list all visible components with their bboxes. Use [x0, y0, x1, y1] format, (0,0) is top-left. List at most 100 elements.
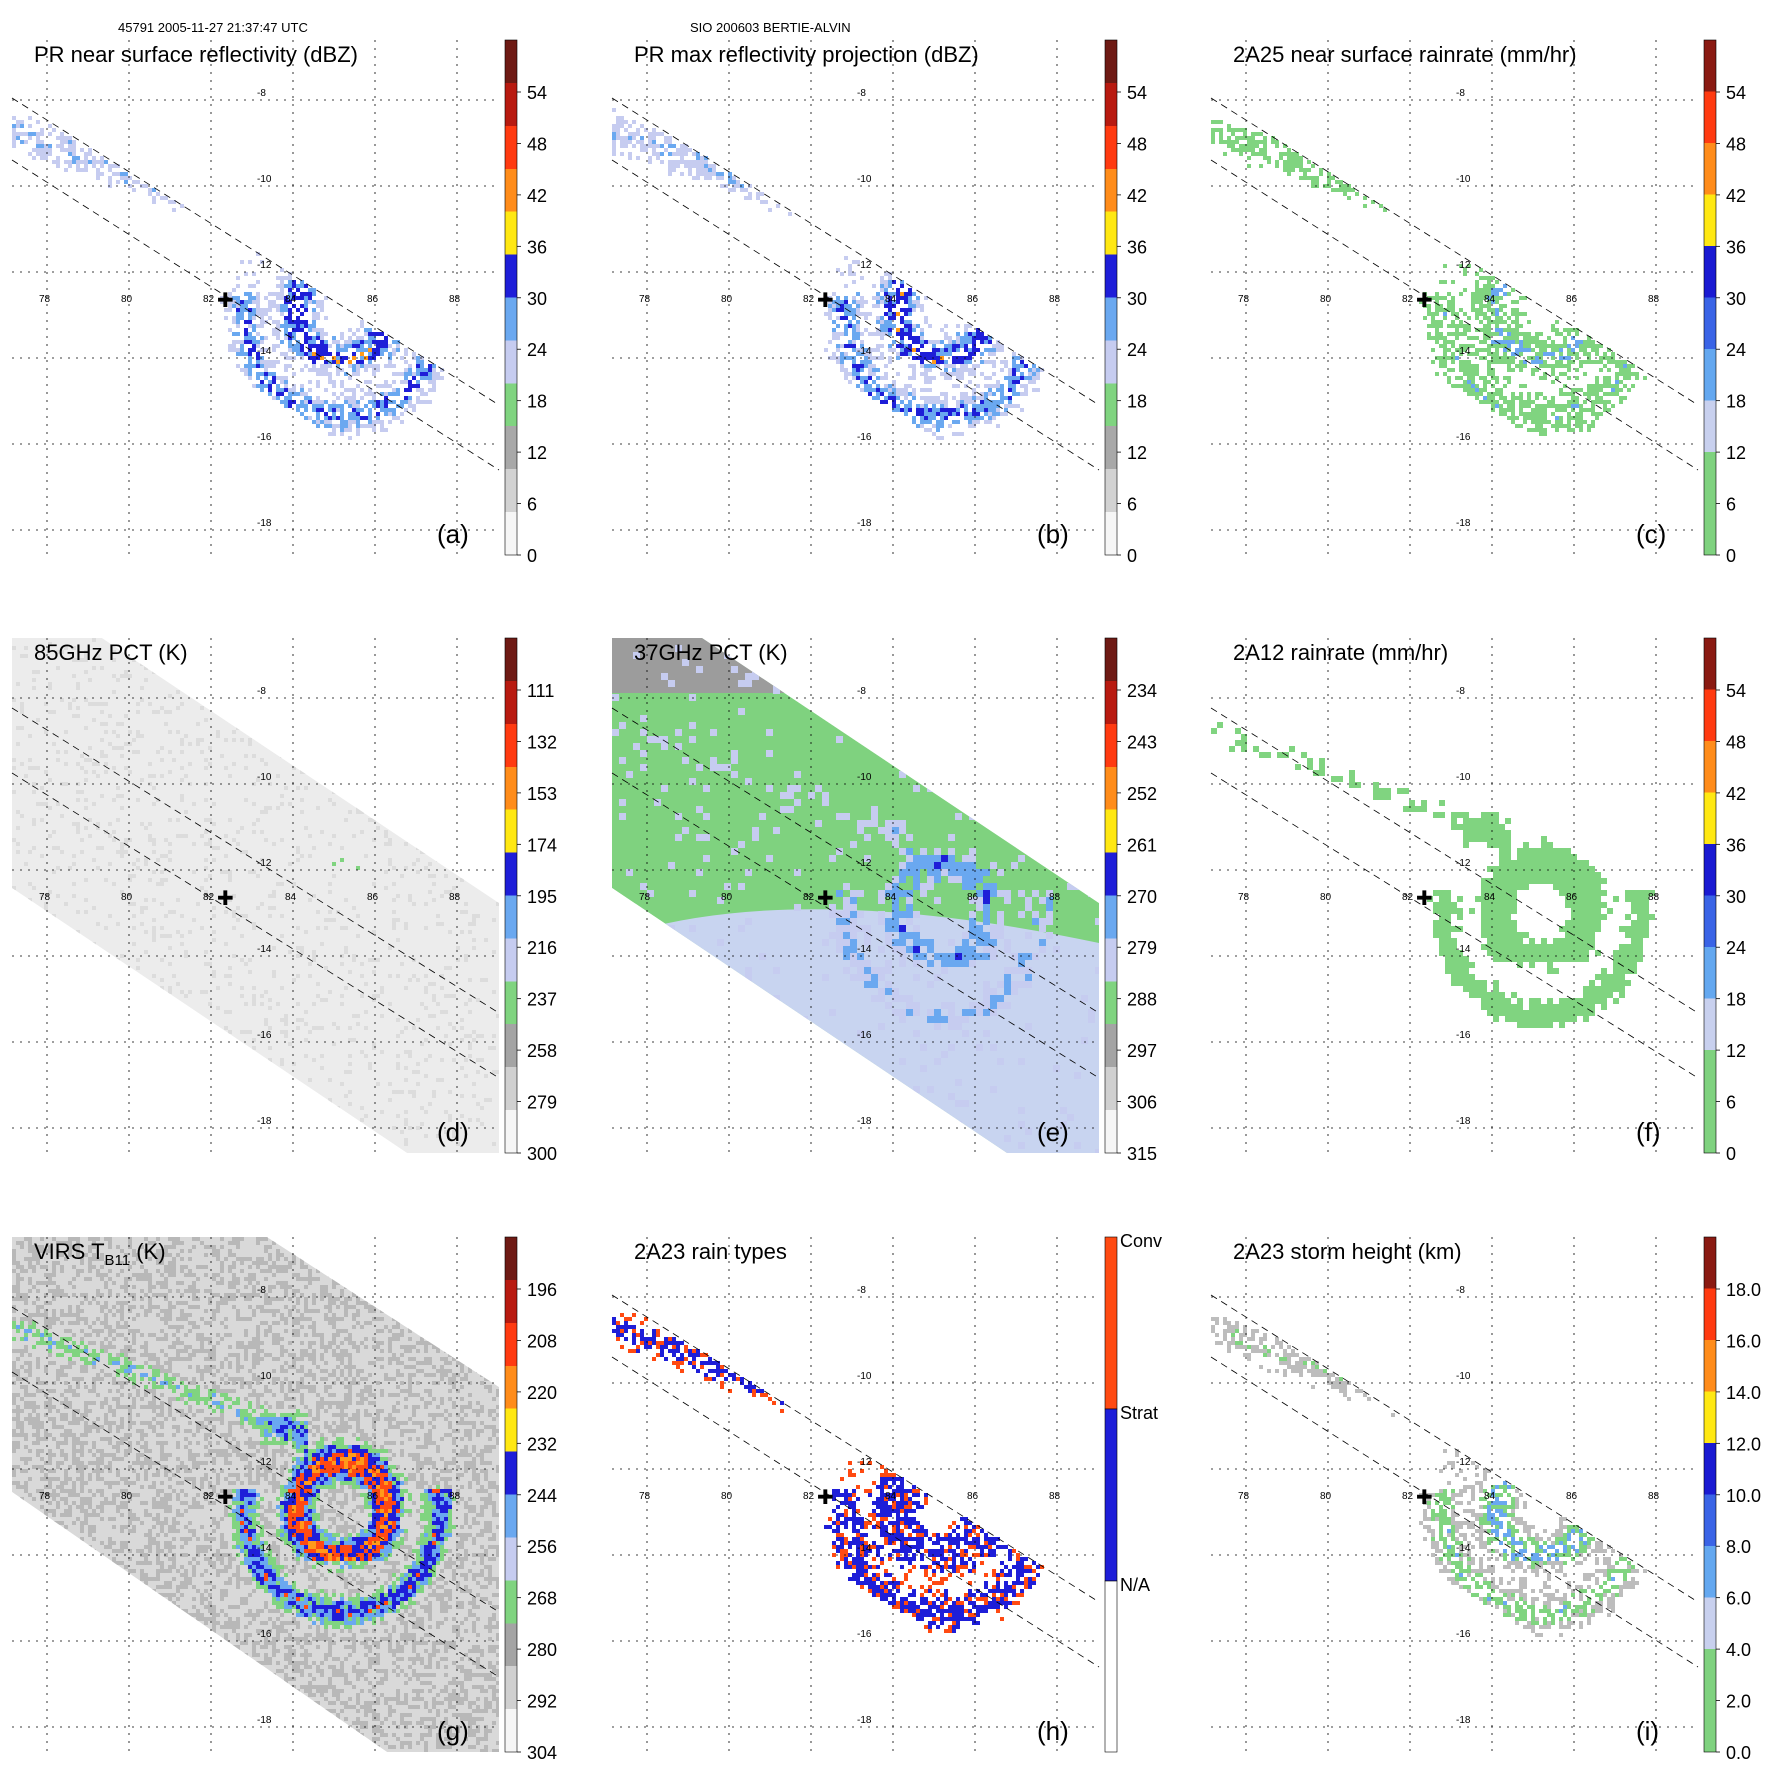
field-pixel [200, 834, 204, 838]
field-pixel [1475, 284, 1479, 288]
field-pixel [1255, 140, 1259, 144]
field-pixel [292, 372, 296, 376]
field-pixel [1046, 904, 1053, 911]
field-pixel [1319, 172, 1323, 176]
field-pixel [896, 296, 900, 300]
lat-tick-label: -18 [1456, 518, 1471, 529]
field-pixel [20, 132, 24, 136]
field-pixel [368, 380, 372, 384]
field-pixel [328, 1098, 332, 1102]
field-pixel [878, 918, 885, 925]
field-pixel [936, 364, 940, 368]
field-pixel [240, 300, 244, 304]
field-pixel [1543, 428, 1547, 432]
field-pixel [904, 348, 908, 352]
field-pixel [276, 304, 280, 308]
field-pixel [120, 954, 124, 958]
field-pixel [260, 810, 264, 814]
field-pixel [872, 380, 876, 384]
field-pixel [132, 902, 136, 906]
colorbar-label: 12 [1726, 443, 1746, 463]
field-pixel [448, 994, 452, 998]
field-pixel [316, 994, 320, 998]
field-pixel [912, 304, 916, 308]
field-pixel [36, 1094, 40, 1098]
field-pixel [348, 412, 352, 416]
field-pixel [424, 372, 428, 376]
field-pixel [16, 810, 20, 814]
field-pixel [1451, 280, 1455, 284]
field-pixel [300, 280, 304, 284]
field-pixel [264, 364, 268, 368]
field-pixel [116, 982, 120, 986]
field-pixel [1443, 316, 1447, 320]
field-pixel [934, 680, 941, 687]
field-pixel [876, 292, 880, 296]
field-pixel [296, 348, 300, 352]
field-pixel [1467, 324, 1471, 328]
field-pixel [675, 834, 682, 841]
field-pixel [344, 356, 348, 360]
field-pixel [416, 1018, 420, 1022]
field-pixel [912, 376, 916, 380]
field-pixel [48, 934, 52, 938]
field-pixel [920, 855, 927, 862]
field-pixel [260, 994, 264, 998]
field-pixel [336, 424, 340, 428]
field-pixel [380, 986, 384, 990]
field-pixel [336, 404, 340, 408]
field-pixel [204, 718, 208, 722]
field-pixel [920, 883, 927, 890]
field-pixel [850, 897, 857, 904]
field-pixel [892, 904, 899, 911]
field-pixel [492, 1046, 496, 1050]
field-pixel [204, 758, 208, 762]
field-pixel [312, 1026, 316, 1030]
field-pixel [372, 882, 376, 886]
field-pixel [1599, 356, 1603, 360]
field-pixel [240, 368, 244, 372]
field-pixel [284, 1018, 288, 1022]
field-pixel [896, 356, 900, 360]
field-pixel [1011, 967, 1018, 974]
field-pixel [628, 156, 632, 160]
field-pixel [268, 388, 272, 392]
field-pixel [1459, 324, 1463, 328]
field-pixel [648, 140, 652, 144]
field-pixel [682, 757, 689, 764]
field-pixel [1012, 372, 1016, 376]
field-pixel [404, 674, 408, 678]
field-pixel [344, 340, 348, 344]
field-pixel [364, 982, 368, 986]
field-pixel [1523, 340, 1527, 344]
field-pixel [912, 336, 916, 340]
field-pixel [112, 164, 116, 168]
field-pixel [340, 408, 344, 412]
field-pixel [924, 428, 928, 432]
field-pixel [176, 690, 180, 694]
field-pixel [710, 729, 717, 736]
field-pixel [252, 666, 256, 670]
field-pixel [880, 328, 884, 332]
field-pixel [1451, 352, 1455, 356]
field-pixel [899, 911, 906, 918]
field-pixel [1519, 352, 1523, 356]
field-pixel [1535, 416, 1539, 420]
field-pixel [1603, 400, 1607, 404]
field-pixel [196, 742, 200, 746]
field-pixel [332, 1022, 336, 1026]
field-pixel [124, 172, 128, 176]
field-pixel [1479, 340, 1483, 344]
field-pixel [240, 316, 244, 320]
field-pixel [244, 1030, 248, 1034]
colorbar-label: 12 [527, 443, 547, 463]
field-pixel [184, 810, 188, 814]
lat-tick-label: -12 [257, 858, 272, 869]
field-pixel [304, 300, 308, 304]
field-pixel [1479, 268, 1483, 272]
field-pixel [20, 762, 24, 766]
field-pixel [924, 320, 928, 324]
field-pixel [1559, 388, 1563, 392]
field-pixel [1004, 376, 1008, 380]
field-pixel [1519, 296, 1523, 300]
